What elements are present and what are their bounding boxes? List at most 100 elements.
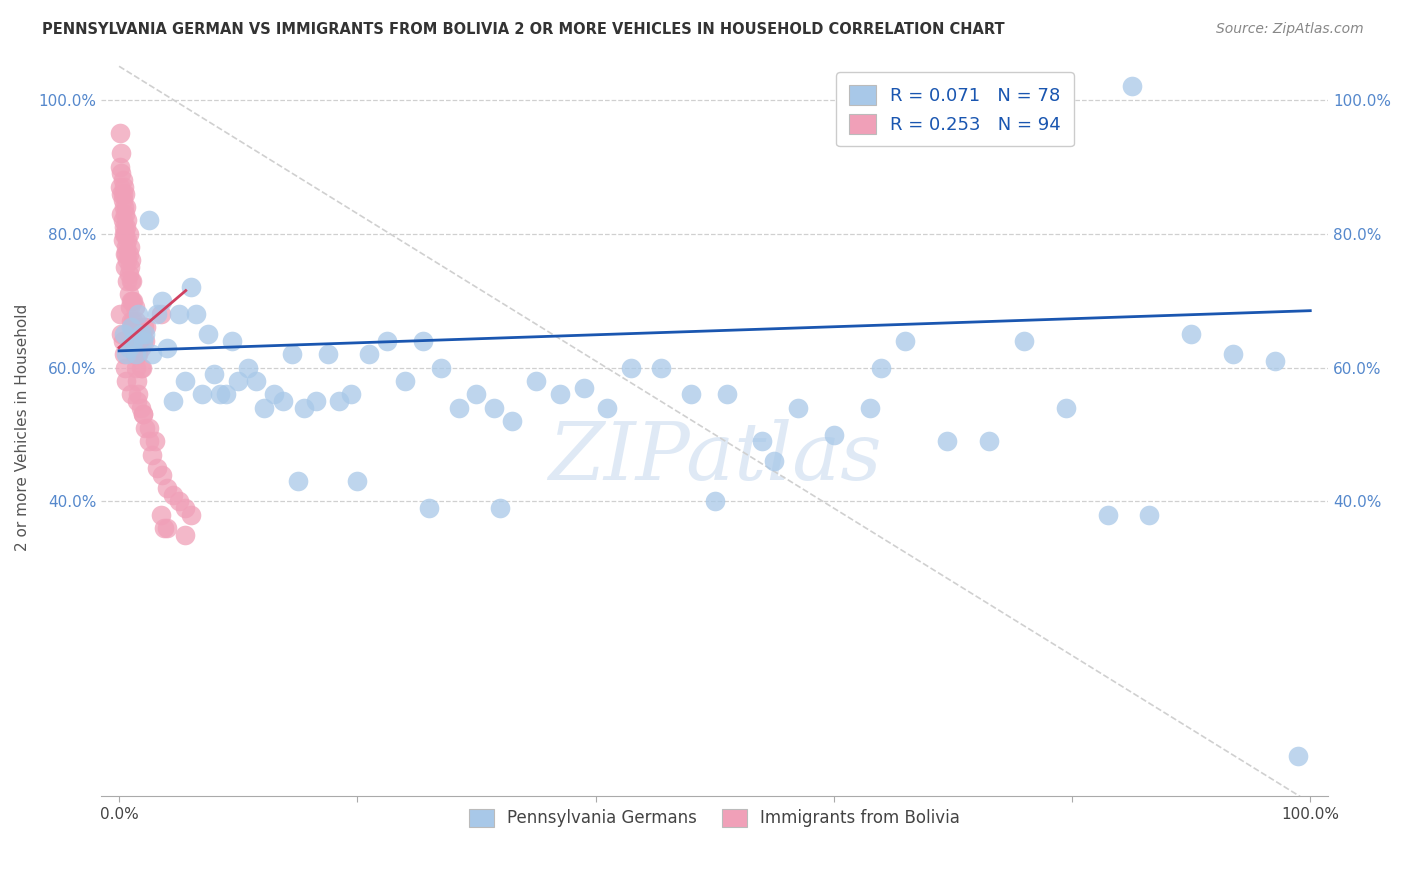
Point	[117, 341, 139, 355]
Point	[110, 327, 132, 342]
Point	[226, 374, 249, 388]
Point	[124, 347, 146, 361]
Point	[1263, 354, 1285, 368]
Point	[141, 448, 163, 462]
Point	[110, 126, 132, 140]
Point	[115, 240, 138, 254]
Point	[977, 434, 1000, 449]
Point	[191, 387, 214, 401]
Point	[263, 387, 285, 401]
Point	[141, 347, 163, 361]
Point	[394, 374, 416, 388]
Point	[1014, 334, 1036, 348]
Point	[292, 401, 315, 415]
Point	[340, 387, 363, 401]
Point	[125, 334, 148, 348]
Point	[465, 387, 488, 401]
Point	[202, 368, 225, 382]
Point	[150, 467, 173, 482]
Point	[429, 360, 451, 375]
Point	[215, 387, 238, 401]
Point	[146, 461, 169, 475]
Point	[620, 360, 643, 375]
Point	[173, 374, 195, 388]
Point	[173, 528, 195, 542]
Point	[117, 267, 139, 281]
Point	[716, 387, 738, 401]
Point	[858, 401, 880, 415]
Point	[112, 227, 135, 241]
Point	[173, 501, 195, 516]
Point	[572, 381, 595, 395]
Point	[328, 394, 350, 409]
Point	[112, 219, 135, 234]
Point	[117, 246, 139, 260]
Point	[115, 347, 138, 361]
Point	[167, 307, 190, 321]
Point	[121, 293, 143, 308]
Point	[121, 320, 143, 334]
Point	[127, 327, 149, 342]
Point	[111, 193, 134, 207]
Point	[1097, 508, 1119, 522]
Point	[787, 401, 810, 415]
Point	[146, 307, 169, 321]
Point	[117, 274, 139, 288]
Point	[114, 186, 136, 201]
Point	[162, 394, 184, 409]
Point	[129, 401, 152, 415]
Point	[1180, 327, 1202, 342]
Point	[122, 334, 145, 348]
Point	[236, 360, 259, 375]
Point	[111, 334, 134, 348]
Point	[501, 414, 523, 428]
Point	[221, 334, 243, 348]
Point	[115, 246, 138, 260]
Point	[127, 387, 149, 401]
Point	[162, 488, 184, 502]
Point	[125, 374, 148, 388]
Point	[118, 260, 141, 275]
Point	[128, 334, 150, 348]
Point	[110, 146, 132, 161]
Point	[124, 320, 146, 334]
Point	[117, 233, 139, 247]
Point	[1222, 347, 1244, 361]
Point	[156, 481, 179, 495]
Point	[156, 521, 179, 535]
Text: Source: ZipAtlas.com: Source: ZipAtlas.com	[1216, 22, 1364, 37]
Point	[703, 494, 725, 508]
Point	[110, 179, 132, 194]
Point	[135, 320, 157, 334]
Point	[132, 320, 155, 334]
Point	[110, 206, 132, 220]
Legend: Pennsylvania Germans, Immigrants from Bolivia: Pennsylvania Germans, Immigrants from Bo…	[461, 800, 969, 836]
Point	[359, 347, 381, 361]
Point	[122, 293, 145, 308]
Y-axis label: 2 or more Vehicles in Household: 2 or more Vehicles in Household	[15, 304, 30, 551]
Point	[273, 394, 295, 409]
Point	[596, 401, 619, 415]
Point	[124, 301, 146, 315]
Point	[447, 401, 470, 415]
Point	[156, 341, 179, 355]
Point	[936, 434, 959, 449]
Point	[149, 307, 172, 321]
Point	[117, 287, 139, 301]
Point	[650, 360, 672, 375]
Point	[127, 347, 149, 361]
Point	[287, 475, 309, 489]
Point	[110, 166, 132, 180]
Point	[134, 334, 156, 348]
Point	[122, 314, 145, 328]
Point	[111, 213, 134, 227]
Point	[129, 360, 152, 375]
Point	[120, 314, 142, 328]
Point	[132, 408, 155, 422]
Point	[1139, 508, 1161, 522]
Point	[253, 401, 276, 415]
Point	[125, 394, 148, 409]
Point	[149, 508, 172, 522]
Point	[117, 227, 139, 241]
Point	[110, 307, 132, 321]
